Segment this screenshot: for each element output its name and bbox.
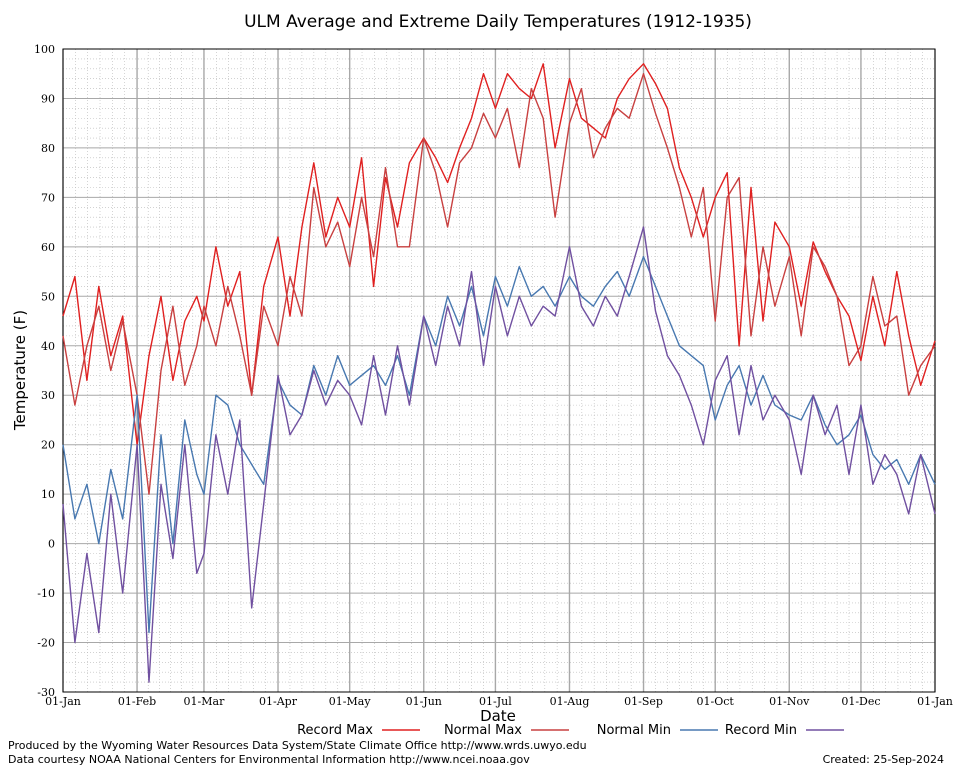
legend-label-record-max: Record Max [297,723,373,738]
legend-label-normal-max: Normal Max [444,723,522,738]
x-axis-label: Date [480,707,516,725]
x-tick-label: 01-Jan [917,695,953,708]
series-layer [62,63,936,683]
x-tick-label: 01-Jan [45,695,81,708]
plot-frame [62,48,936,693]
y-tick-label: 40 [41,340,55,353]
y-tick-label: 80 [41,142,55,155]
y-tick-label: 20 [41,439,55,452]
x-tick-label: 01-Dec [841,695,880,708]
x-tick-label: 01-Jul [479,695,512,708]
y-tick-label: -30 [37,686,55,699]
y-tick-label: 30 [41,389,55,402]
y-tick-label: -20 [37,637,55,650]
series-line-record-max [62,63,936,446]
x-tick-label: 01-Mar [184,695,226,708]
footer-created: Created: 25-Sep-2024 [823,753,944,766]
minor-grid [63,49,935,692]
x-tick-label: 01-May [329,695,372,708]
series-line-record-min [62,226,936,683]
x-tick-label: 01-Nov [769,695,810,708]
x-tick-labels: 01-Jan 01-Feb 01-Mar 01-Apr 01-May 01-Jun 01-J… [45,695,953,708]
y-tick-labels: -30 -20 -10 0 10 20 30 40 50 60 70 80 90 100 [34,43,55,699]
x-tick-label: 01-Aug [550,695,590,708]
y-tick-label: 10 [41,488,55,501]
series-line-normal-max [62,72,936,495]
x-tick-label: 01-Feb [118,695,156,708]
y-tick-label: 70 [41,191,55,204]
chart-title: ULM Average and Extreme Daily Temperatur… [244,12,752,32]
legend-label-normal-min: Normal Min [597,723,671,738]
x-tick-label: 01-Oct [697,695,735,708]
footer-data-courtesy: Data courtesy NOAA National Centers for … [8,753,530,766]
x-tick-label: 01-Jun [406,695,442,708]
y-tick-label: 100 [34,43,55,56]
y-tick-label: 60 [41,241,55,254]
legend: Record Max Normal Max Normal Min Record … [297,723,844,738]
legend-label-record-min: Record Min [725,723,797,738]
x-tick-label: 01-Sep [624,695,663,708]
y-axis-label: Temperature (F) [11,310,29,431]
major-grid [62,48,936,693]
footer-produced-by: Produced by the Wyoming Water Resources … [8,739,587,752]
series-line-normal-min [62,256,936,634]
y-tick-label: 90 [41,92,55,105]
y-tick-label: 0 [48,538,55,551]
y-tick-label: 50 [41,290,55,303]
y-tick-label: -10 [37,587,55,600]
x-tick-label: 01-Apr [259,695,298,708]
